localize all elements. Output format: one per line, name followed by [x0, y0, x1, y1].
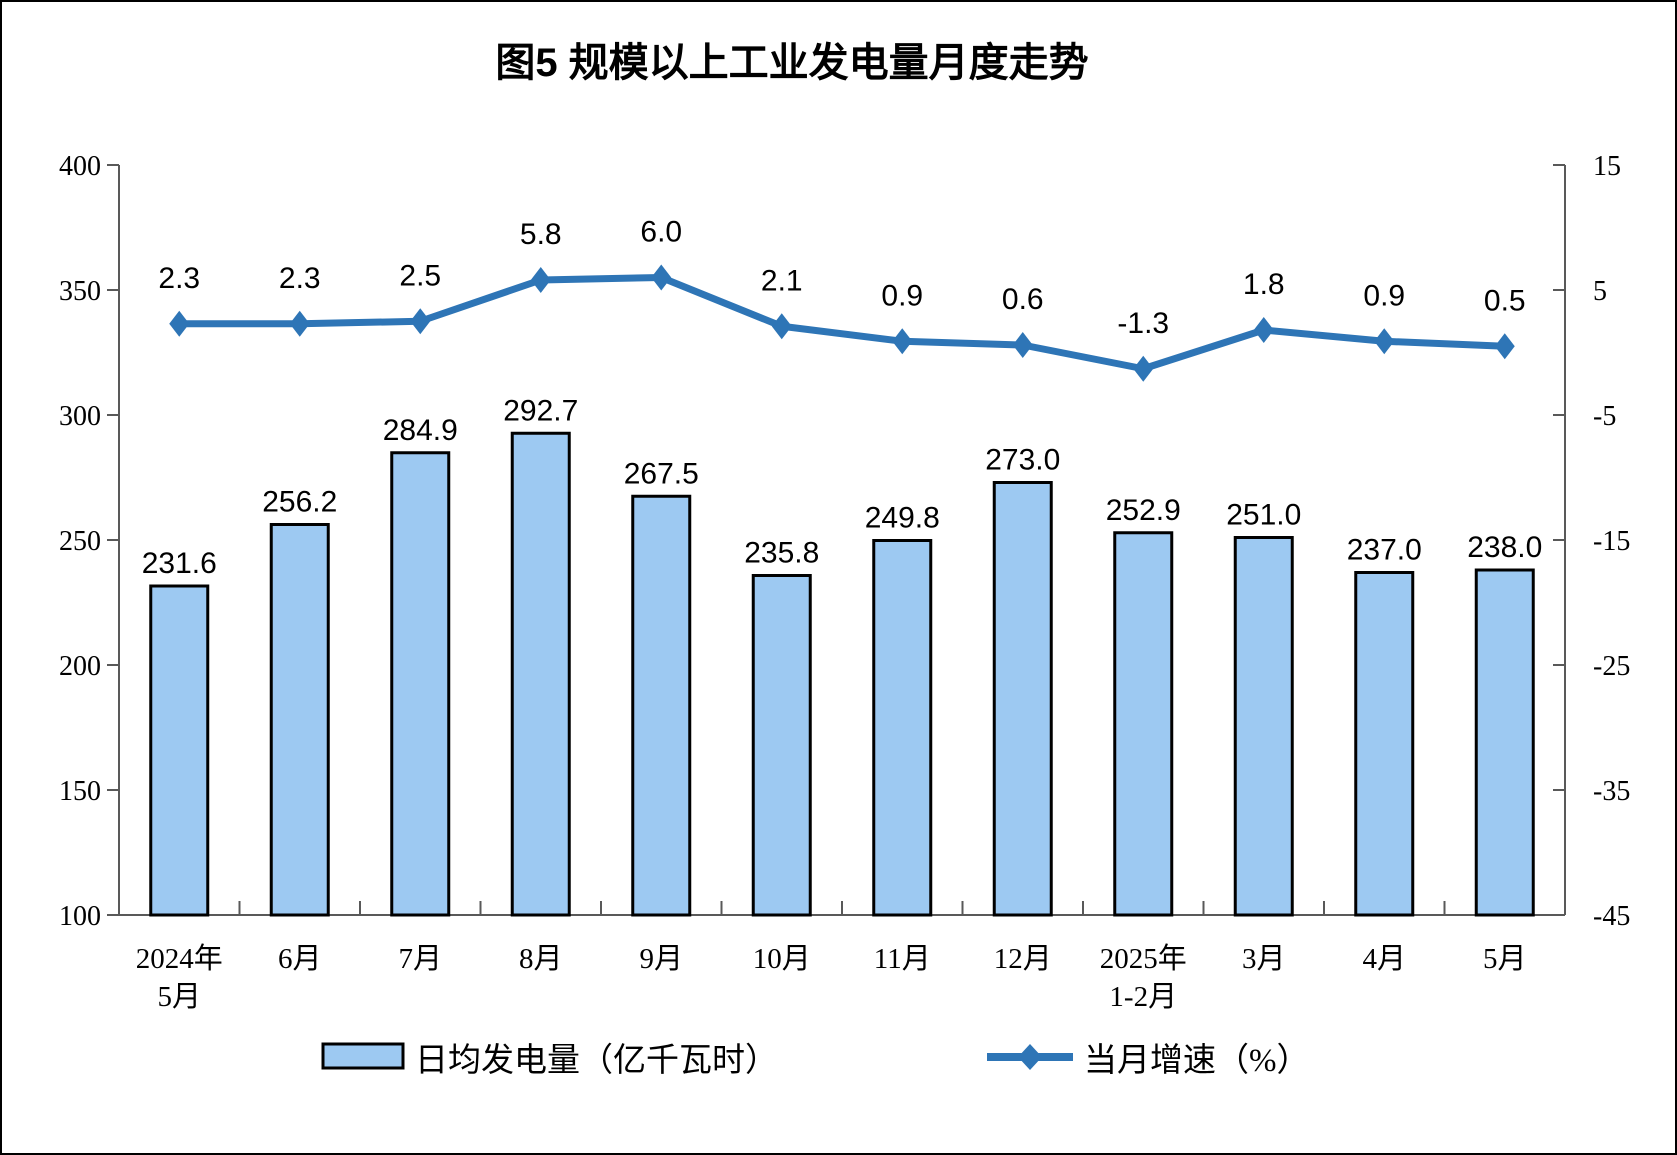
y-axis-right-label: -35 [1593, 776, 1630, 807]
growth-point-marker [530, 267, 551, 293]
y-axis-left-label: 100 [59, 901, 101, 932]
growth-point-marker [771, 313, 792, 340]
bar [1474, 568, 1535, 917]
growth-line [175, 274, 1509, 373]
x-axis-label: 3月 [1242, 943, 1286, 975]
bar [751, 574, 812, 917]
bar-value-label: 292.7 [503, 394, 578, 427]
y-axis-right-label: 5 [1593, 276, 1607, 307]
plot-area: 100 150 200 250 300 350 400 -45 -35 -25 -15 -5 5 15 20… [59, 151, 1630, 1013]
bar-value-label: 256.2 [262, 486, 337, 519]
bar [149, 584, 210, 917]
growth-point-marker [1012, 332, 1033, 358]
y-axis-left-label: 150 [59, 776, 101, 807]
x-axis-label: 7月 [398, 943, 442, 975]
growth-value-label: 6.0 [640, 216, 682, 249]
growth-point-marker [1253, 317, 1274, 343]
y-axis-left-label: 400 [59, 151, 101, 182]
bar-value-label: 252.9 [1106, 494, 1181, 527]
y-axis-right-label: -5 [1593, 401, 1616, 432]
y-axis-right-label: -25 [1593, 651, 1630, 682]
growth-point-marker [651, 264, 672, 291]
y-axis-left-label: 350 [59, 276, 101, 307]
legend-bar-label: 日均发电量（亿千瓦时） [415, 1042, 778, 1079]
x-axis-label: 8月 [519, 943, 563, 975]
x-axis-label: 2025年 1-2月 [1100, 942, 1187, 1013]
x-axis-label: 11月 [874, 943, 931, 975]
growth-value-label: 5.8 [520, 218, 562, 251]
bar-value-label: 249.8 [865, 502, 940, 535]
bar-value-label: 267.5 [624, 457, 699, 490]
y-axis-left-label: 250 [59, 526, 101, 557]
x-axis-label: 2024年 5月 [136, 942, 223, 1013]
y-axis-right-label: -15 [1593, 526, 1630, 557]
y-axis-right-label: -45 [1593, 901, 1630, 932]
x-axis-label: 12月 [994, 943, 1052, 975]
bar-value-label: 231.6 [142, 547, 217, 580]
growth-value-label: 1.8 [1243, 268, 1285, 301]
growth-point-marker [1374, 328, 1395, 355]
bar-value-label: 237.0 [1347, 534, 1422, 567]
bar [872, 539, 933, 917]
growth-value-label: 0.5 [1484, 284, 1526, 317]
legend: 日均发电量（亿千瓦时） 当月增速（%） [321, 1042, 1310, 1079]
growth-point-marker [289, 310, 310, 337]
bar [1233, 536, 1294, 917]
x-axis-label: 10月 [753, 943, 811, 975]
legend-line-label: 当月增速（%） [1084, 1042, 1310, 1079]
legend-line-marker-icon [1018, 1044, 1042, 1070]
growth-point-marker [1133, 355, 1154, 382]
growth-value-label: 0.9 [1363, 279, 1405, 312]
bar [992, 481, 1053, 917]
bar-value-label: 238.0 [1467, 531, 1542, 564]
bar [1354, 571, 1415, 917]
growth-value-label: 2.3 [279, 262, 321, 295]
legend-bar-swatch [321, 1042, 405, 1070]
bar [510, 431, 571, 917]
growth-value-label: 2.1 [761, 264, 803, 297]
bar-value-label: 251.0 [1226, 499, 1301, 532]
growth-point-marker [1494, 333, 1515, 360]
bar [390, 451, 451, 917]
chart-title: 图5 规模以上工业发电量月度走势 [495, 41, 1089, 85]
growth-value-label: 2.3 [158, 262, 200, 295]
bar [631, 494, 692, 917]
y-axis-left-label: 300 [59, 401, 101, 432]
bar-value-label: 235.8 [744, 537, 819, 570]
bar [1113, 531, 1174, 917]
growth-value-label: 0.9 [881, 279, 923, 312]
bar-value-label: 273.0 [985, 444, 1060, 477]
growth-point-marker [169, 310, 190, 337]
y-axis-left-label: 200 [59, 651, 101, 682]
x-axis-label: 9月 [639, 943, 683, 975]
growth-point-marker [892, 328, 913, 355]
x-axis-label: 4月 [1362, 943, 1406, 975]
bar-value-label: 284.9 [383, 414, 458, 447]
growth-value-label: 0.6 [1002, 283, 1044, 316]
x-axis-label: 6月 [278, 943, 322, 975]
bar [269, 523, 330, 917]
y-axis-right-label: 15 [1593, 151, 1621, 182]
growth-value-label: -1.3 [1117, 307, 1169, 340]
growth-value-label: 2.5 [399, 259, 441, 292]
x-axis-label: 5月 [1483, 943, 1527, 975]
growth-point-marker [410, 308, 431, 335]
